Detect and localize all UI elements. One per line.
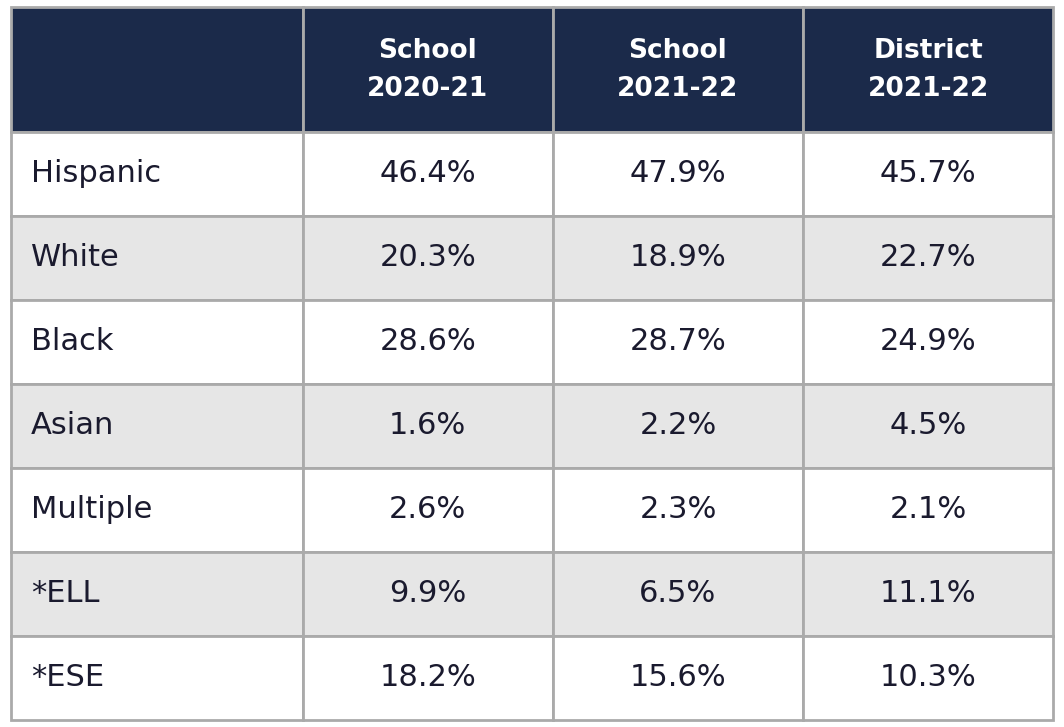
Bar <box>11 552 302 635</box>
Text: School
2020-21: School 2020-21 <box>367 38 488 102</box>
Bar <box>553 300 803 384</box>
Bar <box>553 7 803 132</box>
Bar <box>302 132 553 216</box>
Text: 28.6%: 28.6% <box>380 327 476 356</box>
Bar <box>803 300 1053 384</box>
Text: Black: Black <box>31 327 114 356</box>
Bar <box>11 216 302 300</box>
Text: 18.9%: 18.9% <box>630 244 727 273</box>
Text: Multiple: Multiple <box>31 495 152 524</box>
Text: Hispanic: Hispanic <box>31 159 162 188</box>
Bar <box>803 552 1053 635</box>
Text: 10.3%: 10.3% <box>880 663 977 692</box>
Text: 46.4%: 46.4% <box>380 159 476 188</box>
Bar <box>11 7 302 132</box>
Bar <box>553 132 803 216</box>
Bar <box>11 384 302 468</box>
Text: 47.9%: 47.9% <box>630 159 727 188</box>
Text: District
2021-22: District 2021-22 <box>867 38 988 102</box>
Bar <box>11 300 302 384</box>
Text: 9.9%: 9.9% <box>389 579 466 608</box>
Text: 6.5%: 6.5% <box>639 579 717 608</box>
Bar <box>553 635 803 720</box>
Text: *ESE: *ESE <box>31 663 104 692</box>
Bar <box>553 384 803 468</box>
Text: 11.1%: 11.1% <box>880 579 977 608</box>
Text: 28.7%: 28.7% <box>630 327 727 356</box>
Text: 1.6%: 1.6% <box>389 411 466 441</box>
Bar <box>11 132 302 216</box>
Bar <box>302 300 553 384</box>
Text: 2.3%: 2.3% <box>639 495 717 524</box>
Text: Asian: Asian <box>31 411 115 441</box>
Bar <box>302 635 553 720</box>
Bar <box>302 7 553 132</box>
Bar <box>803 635 1053 720</box>
Text: 45.7%: 45.7% <box>880 159 977 188</box>
Text: 2.2%: 2.2% <box>639 411 717 441</box>
Text: 2.6%: 2.6% <box>389 495 466 524</box>
Text: White: White <box>31 244 120 273</box>
Bar <box>803 132 1053 216</box>
Bar <box>803 468 1053 552</box>
Text: *ELL: *ELL <box>31 579 100 608</box>
Bar <box>803 384 1053 468</box>
Bar <box>553 216 803 300</box>
Text: 24.9%: 24.9% <box>880 327 977 356</box>
Text: 22.7%: 22.7% <box>880 244 977 273</box>
Bar <box>302 468 553 552</box>
Text: 15.6%: 15.6% <box>630 663 727 692</box>
Bar <box>803 7 1053 132</box>
Bar <box>11 635 302 720</box>
Bar <box>803 216 1053 300</box>
Bar <box>11 468 302 552</box>
Text: 4.5%: 4.5% <box>890 411 967 441</box>
Bar <box>302 384 553 468</box>
Bar <box>302 552 553 635</box>
Text: School
2021-22: School 2021-22 <box>617 38 738 102</box>
Bar <box>553 552 803 635</box>
Text: 20.3%: 20.3% <box>380 244 476 273</box>
Text: 18.2%: 18.2% <box>380 663 476 692</box>
Text: 2.1%: 2.1% <box>890 495 967 524</box>
Bar <box>302 216 553 300</box>
Bar <box>553 468 803 552</box>
